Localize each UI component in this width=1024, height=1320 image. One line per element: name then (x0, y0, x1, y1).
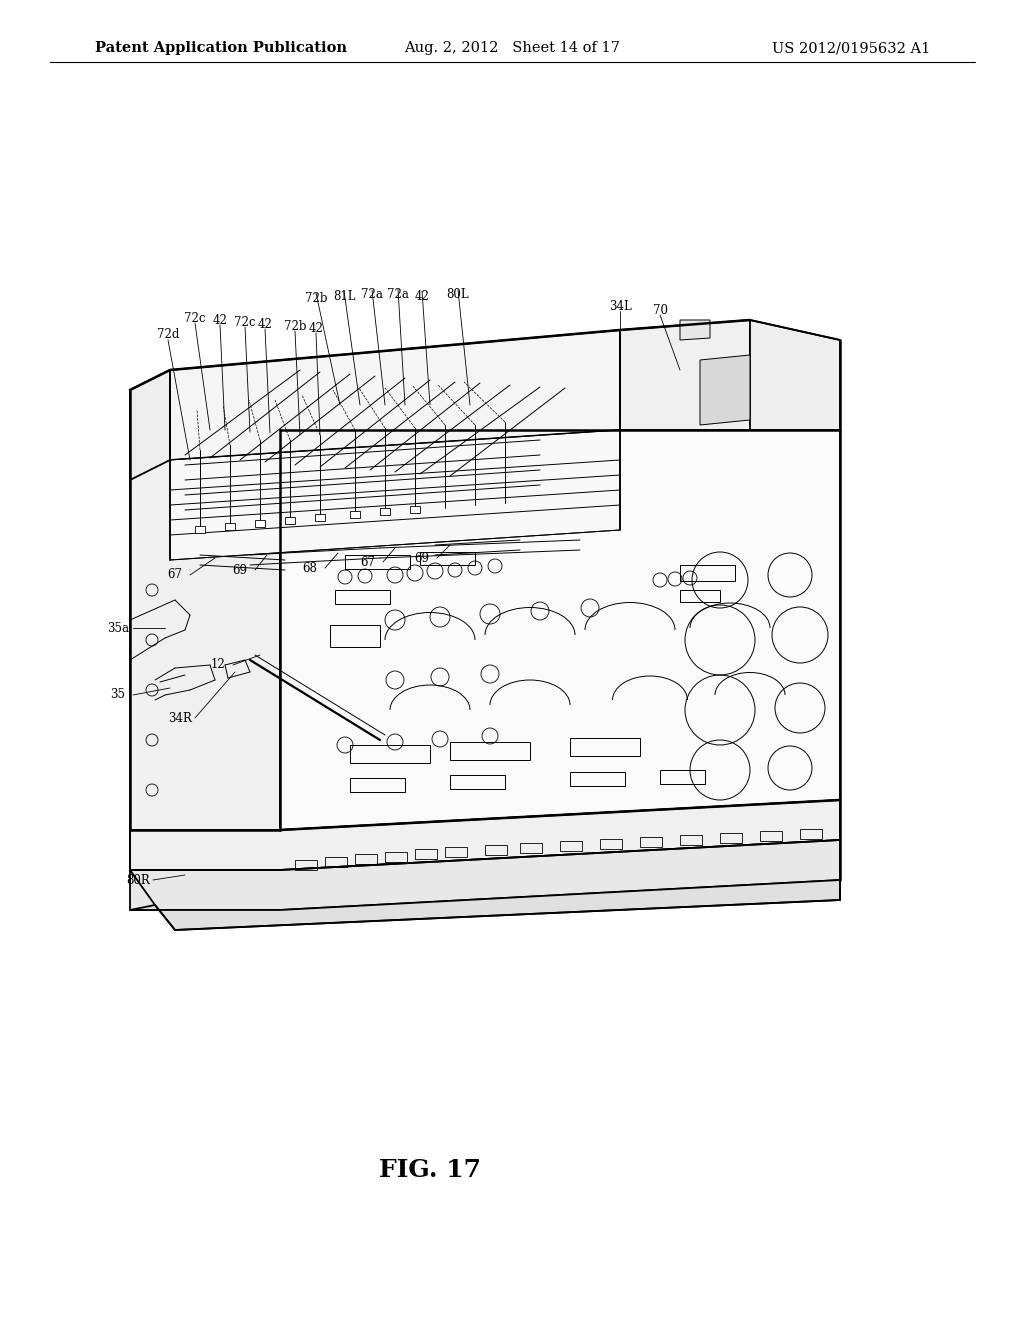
Bar (335, 590, 390, 605)
Bar (195, 525, 205, 533)
Text: 42: 42 (213, 314, 227, 326)
Polygon shape (750, 319, 840, 430)
Polygon shape (130, 800, 840, 870)
Bar (485, 845, 507, 855)
Bar (680, 836, 702, 845)
Bar (600, 840, 622, 849)
Text: 72b: 72b (305, 292, 328, 305)
Text: 72c: 72c (234, 315, 256, 329)
Text: 72b: 72b (284, 319, 306, 333)
Bar (560, 841, 582, 851)
Bar (295, 861, 317, 870)
Bar (520, 843, 542, 853)
Bar (285, 517, 295, 524)
Polygon shape (680, 319, 710, 341)
Bar (350, 777, 406, 792)
Bar (350, 744, 430, 763)
Text: Patent Application Publication: Patent Application Publication (95, 41, 347, 55)
Bar (225, 523, 234, 531)
Bar (445, 847, 467, 857)
Text: Aug. 2, 2012   Sheet 14 of 17: Aug. 2, 2012 Sheet 14 of 17 (404, 41, 620, 55)
Bar (415, 849, 437, 859)
Text: 67: 67 (168, 569, 182, 582)
Polygon shape (700, 355, 750, 425)
Bar (680, 590, 720, 602)
Bar (380, 508, 390, 515)
Bar (420, 552, 475, 565)
Bar (720, 833, 742, 843)
Bar (385, 851, 407, 862)
Bar (760, 832, 782, 841)
Text: 69: 69 (232, 564, 248, 577)
Text: 67: 67 (360, 556, 376, 569)
Bar (570, 772, 625, 785)
Bar (800, 829, 822, 840)
Text: 68: 68 (302, 561, 317, 574)
Bar (345, 554, 410, 569)
Text: 80L: 80L (446, 289, 469, 301)
Polygon shape (170, 430, 620, 560)
Polygon shape (620, 319, 750, 430)
Polygon shape (130, 840, 840, 909)
Text: 35: 35 (111, 689, 126, 701)
Bar (255, 520, 265, 527)
Polygon shape (170, 330, 620, 459)
Bar (315, 513, 325, 521)
Bar (640, 837, 662, 847)
Bar (410, 506, 420, 513)
Text: 42: 42 (258, 318, 272, 330)
Text: 72a: 72a (387, 288, 409, 301)
Bar (355, 854, 377, 865)
Text: 42: 42 (308, 322, 324, 334)
Text: 34L: 34L (608, 300, 632, 313)
Polygon shape (130, 370, 170, 480)
Polygon shape (130, 389, 280, 830)
Bar (450, 775, 505, 789)
Text: 42: 42 (415, 289, 429, 302)
Text: 72d: 72d (157, 329, 179, 342)
Text: 69: 69 (415, 552, 429, 565)
Bar (350, 511, 360, 517)
Text: 12: 12 (211, 659, 225, 672)
Bar (325, 857, 347, 867)
Bar (450, 742, 530, 760)
Text: 70: 70 (652, 304, 668, 317)
Text: 72a: 72a (361, 289, 383, 301)
Text: 72c: 72c (184, 312, 206, 325)
Text: US 2012/0195632 A1: US 2012/0195632 A1 (772, 41, 930, 55)
Text: 81L: 81L (333, 289, 355, 302)
Bar (570, 738, 640, 756)
Text: 80R: 80R (126, 874, 150, 887)
Text: 35a: 35a (106, 622, 129, 635)
Text: FIG. 17: FIG. 17 (379, 1158, 481, 1181)
Bar (680, 565, 735, 581)
Polygon shape (280, 430, 840, 830)
Bar (330, 624, 380, 647)
Text: 34R: 34R (168, 711, 191, 725)
Polygon shape (130, 880, 840, 931)
Bar (660, 770, 705, 784)
